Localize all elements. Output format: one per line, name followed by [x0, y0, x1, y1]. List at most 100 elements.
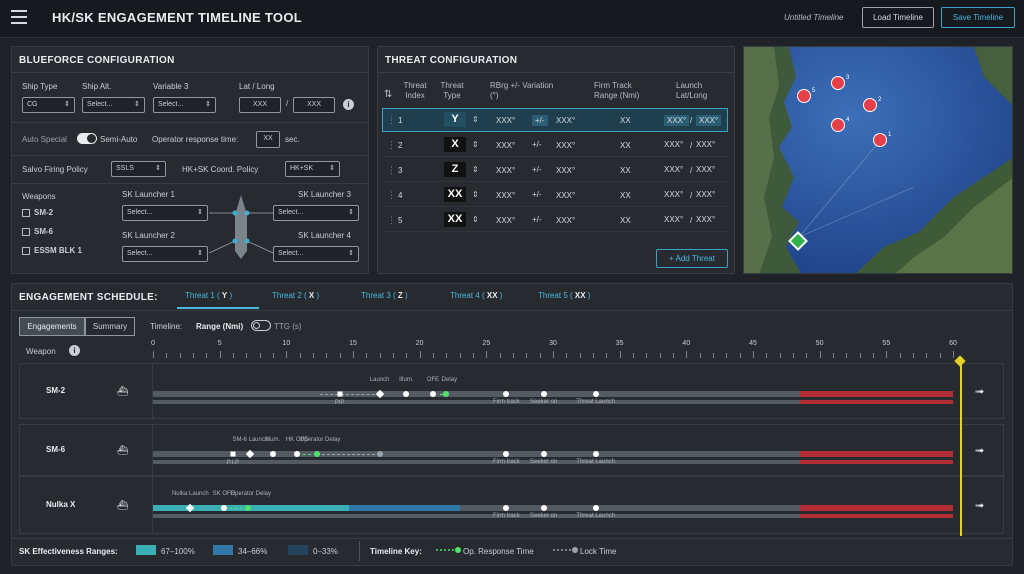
event-marker-firm[interactable] — [503, 505, 510, 511]
event-label-seeker: Seeker on — [529, 399, 558, 405]
event-marker-threat-launch[interactable] — [592, 505, 599, 511]
rbrg-variation[interactable]: +/- — [532, 215, 542, 224]
drag-handle-icon[interactable]: ⋮ — [387, 165, 396, 175]
range-ttg-toggle[interactable] — [251, 320, 271, 331]
event-marker-ofe[interactable] — [220, 505, 227, 511]
rbrg-variation[interactable]: +/- — [532, 165, 542, 174]
threat-row[interactable] — [382, 158, 728, 182]
event-marker-illum[interactable] — [270, 451, 276, 457]
axis-tick — [699, 353, 701, 358]
launch-lat[interactable]: XXX° — [664, 140, 684, 149]
event-marker-firm[interactable] — [503, 451, 510, 457]
drag-handle-icon[interactable]: ⋮ — [387, 140, 396, 150]
salvo-select[interactable]: SSLS ⇕ — [111, 161, 166, 177]
launcher3-select[interactable]: Select... ⇕ — [273, 205, 359, 221]
threat-row[interactable] — [382, 208, 728, 232]
launch-long[interactable]: XXX° — [696, 115, 722, 126]
auto-mode-toggle[interactable] — [77, 133, 97, 144]
launcher4-select[interactable]: Select... ⇕ — [273, 246, 359, 262]
rbrg-variation[interactable]: +/- — [532, 140, 542, 149]
threat-type-badge[interactable]: XX — [444, 187, 466, 202]
launch-lat[interactable]: XXX° — [664, 115, 690, 126]
rbrg-max: XXX° — [556, 191, 576, 200]
map-canvas — [744, 47, 1012, 273]
threat-type-badge[interactable]: Y — [444, 112, 466, 127]
threat-row[interactable] — [382, 183, 728, 207]
drag-handle-icon[interactable]: ⋮ — [387, 115, 396, 125]
event-marker-threat-launch[interactable] — [592, 391, 599, 397]
threat-row[interactable] — [382, 133, 728, 157]
ship-type-select[interactable]: CG ⇕ — [22, 97, 75, 113]
threat-tab-2[interactable]: Threat 2 ( X ) — [272, 291, 319, 300]
info-icon[interactable]: i — [69, 345, 80, 356]
event-marker-ofe[interactable] — [294, 451, 300, 457]
launch-long[interactable]: XXX° — [696, 165, 716, 174]
add-threat-button[interactable]: + Add Threat — [656, 249, 728, 268]
weapon-checkbox-sm2[interactable] — [22, 209, 30, 217]
save-timeline-button[interactable]: Save Timeline — [941, 7, 1015, 28]
ship-icon: ⛴ — [117, 386, 129, 396]
launch-long[interactable]: XXX° — [696, 215, 716, 224]
weapon-checkbox-sm6[interactable] — [22, 228, 30, 236]
threat-marker[interactable] — [797, 89, 811, 103]
launch-lat[interactable]: XXX° — [664, 215, 684, 224]
rbrg-min: XXX° — [496, 191, 516, 200]
threat-tab-3[interactable]: Threat 3 ( Z ) — [361, 291, 408, 300]
rbrg-variation[interactable]: +/- — [532, 115, 548, 126]
threat-marker[interactable] — [831, 76, 845, 90]
threat-type-badge[interactable]: X — [444, 137, 466, 152]
launch-lat[interactable]: XXX° — [664, 190, 684, 199]
coord-select[interactable]: HK+SK ⇕ — [285, 161, 340, 177]
info-icon[interactable]: i — [343, 99, 354, 110]
threat-type-badge[interactable]: XX — [444, 212, 466, 227]
axis-tick — [833, 353, 834, 358]
event-marker-seeker[interactable] — [540, 505, 547, 511]
event-marker-threat-launch[interactable] — [592, 451, 599, 457]
type-stepper-icon[interactable]: ⇕ — [472, 165, 479, 174]
view-engagements-tab[interactable]: Engagements — [19, 317, 85, 336]
lat-input[interactable]: XXX — [239, 97, 281, 113]
threat-tab-1[interactable]: Threat 1 ( Y ) — [185, 291, 232, 300]
event-marker-illum[interactable] — [403, 391, 410, 397]
type-stepper-icon[interactable]: ⇕ — [472, 215, 479, 224]
event-marker-firm[interactable] — [503, 391, 510, 397]
type-stepper-icon[interactable]: ⇕ — [472, 190, 479, 199]
threat-tab-5[interactable]: Threat 5 ( XX ) — [538, 291, 590, 300]
launch-sep: / — [690, 216, 693, 225]
launcher2-select[interactable]: Select... ⇕ — [122, 246, 208, 262]
event-marker-pip[interactable] — [337, 391, 343, 397]
threat-type-badge[interactable]: Z — [444, 162, 466, 177]
drag-handle-icon[interactable]: ⋮ — [387, 215, 396, 225]
type-stepper-icon[interactable]: ⇕ — [472, 115, 479, 124]
launcher1-select[interactable]: Select... ⇕ — [122, 205, 208, 221]
event-label-seeker: Seeker on — [529, 513, 558, 519]
threat-marker[interactable] — [831, 118, 845, 132]
map-view[interactable]: 1 2 3 4 5 — [743, 46, 1013, 274]
legend-swatch-mid — [213, 545, 233, 555]
weapon-checkbox-essm[interactable] — [22, 247, 30, 255]
drag-handle-icon[interactable]: ⋮ — [387, 190, 396, 200]
menu-icon[interactable] — [11, 10, 27, 24]
event-marker-seeker[interactable] — [540, 391, 547, 397]
rbrg-variation[interactable]: +/- — [532, 190, 542, 199]
threat-marker[interactable] — [873, 133, 887, 147]
timeline-cursor[interactable] — [959, 361, 962, 536]
event-marker-pip[interactable] — [230, 451, 236, 457]
event-marker-ofe[interactable] — [430, 391, 436, 397]
type-stepper-icon[interactable]: ⇕ — [472, 140, 479, 149]
op-response-input[interactable]: XX — [256, 131, 280, 148]
axis-tick — [233, 353, 234, 358]
long-input[interactable]: XXX — [293, 97, 335, 113]
load-timeline-button[interactable]: Load Timeline — [862, 7, 934, 28]
axis-tick — [406, 353, 408, 358]
threat-tab-4[interactable]: Threat 4 ( XX ) — [450, 291, 502, 300]
view-summary-tab[interactable]: Summary — [85, 317, 135, 336]
ship-alt-select[interactable]: Select... ⇕ — [82, 97, 145, 113]
event-marker-seeker[interactable] — [540, 451, 547, 457]
threat-marker[interactable] — [863, 98, 877, 112]
variable3-select[interactable]: Select... ⇕ — [153, 97, 216, 113]
sort-icon[interactable]: ⇅ — [384, 89, 393, 100]
launch-long[interactable]: XXX° — [696, 190, 716, 199]
launch-lat[interactable]: XXX° — [664, 165, 684, 174]
launch-long[interactable]: XXX° — [696, 140, 716, 149]
